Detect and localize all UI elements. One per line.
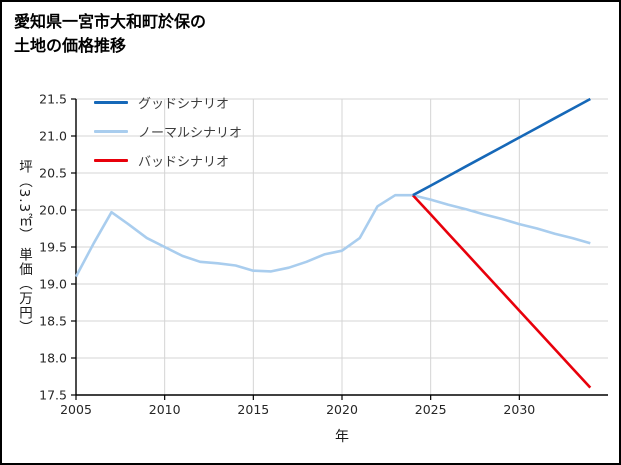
svg-text:2010: 2010 <box>149 402 181 417</box>
svg-text:2030: 2030 <box>503 402 535 417</box>
svg-text:21.5: 21.5 <box>39 92 67 107</box>
svg-text:19.5: 19.5 <box>39 240 67 255</box>
legend-item-good-scenario: グッドシナリオ <box>94 88 242 117</box>
chart-title-line2: 土地の価格推移 <box>14 36 127 55</box>
legend-label-good-scenario: グッドシナリオ <box>138 97 230 112</box>
legend-label-normal-scenario: ノーマルシナリオ <box>138 126 243 141</box>
svg-text:20.5: 20.5 <box>39 166 67 181</box>
x-axis-label: 年 <box>335 429 349 445</box>
svg-text:20.0: 20.0 <box>39 203 67 218</box>
legend-line-bad-scenario <box>94 159 128 162</box>
svg-text:17.5: 17.5 <box>39 388 67 403</box>
svg-text:18.5: 18.5 <box>39 314 67 329</box>
legend-line-good-scenario <box>94 101 128 104</box>
svg-text:2005: 2005 <box>60 402 92 417</box>
svg-text:2015: 2015 <box>237 402 269 417</box>
legend-item-bad-scenario: バッドシナリオ <box>94 146 242 175</box>
legend: グッドシナリオ ノーマルシナリオ バッドシナリオ <box>94 88 242 175</box>
chart-title: 愛知県一宮市大和町於保の 土地の価格推移 <box>14 10 206 58</box>
svg-text:19.0: 19.0 <box>39 277 67 292</box>
svg-text:18.0: 18.0 <box>39 351 67 366</box>
chart-title-line1: 愛知県一宮市大和町於保の <box>14 12 207 31</box>
legend-item-normal-scenario: ノーマルシナリオ <box>94 117 242 146</box>
svg-text:2020: 2020 <box>326 402 358 417</box>
y-axis-label: 坪（3.3㎡） 単価（万円） <box>16 159 32 335</box>
legend-label-bad-scenario: バッドシナリオ <box>138 155 230 170</box>
svg-text:2025: 2025 <box>415 402 447 417</box>
svg-text:21.0: 21.0 <box>39 129 67 144</box>
legend-line-normal-scenario <box>94 130 128 133</box>
